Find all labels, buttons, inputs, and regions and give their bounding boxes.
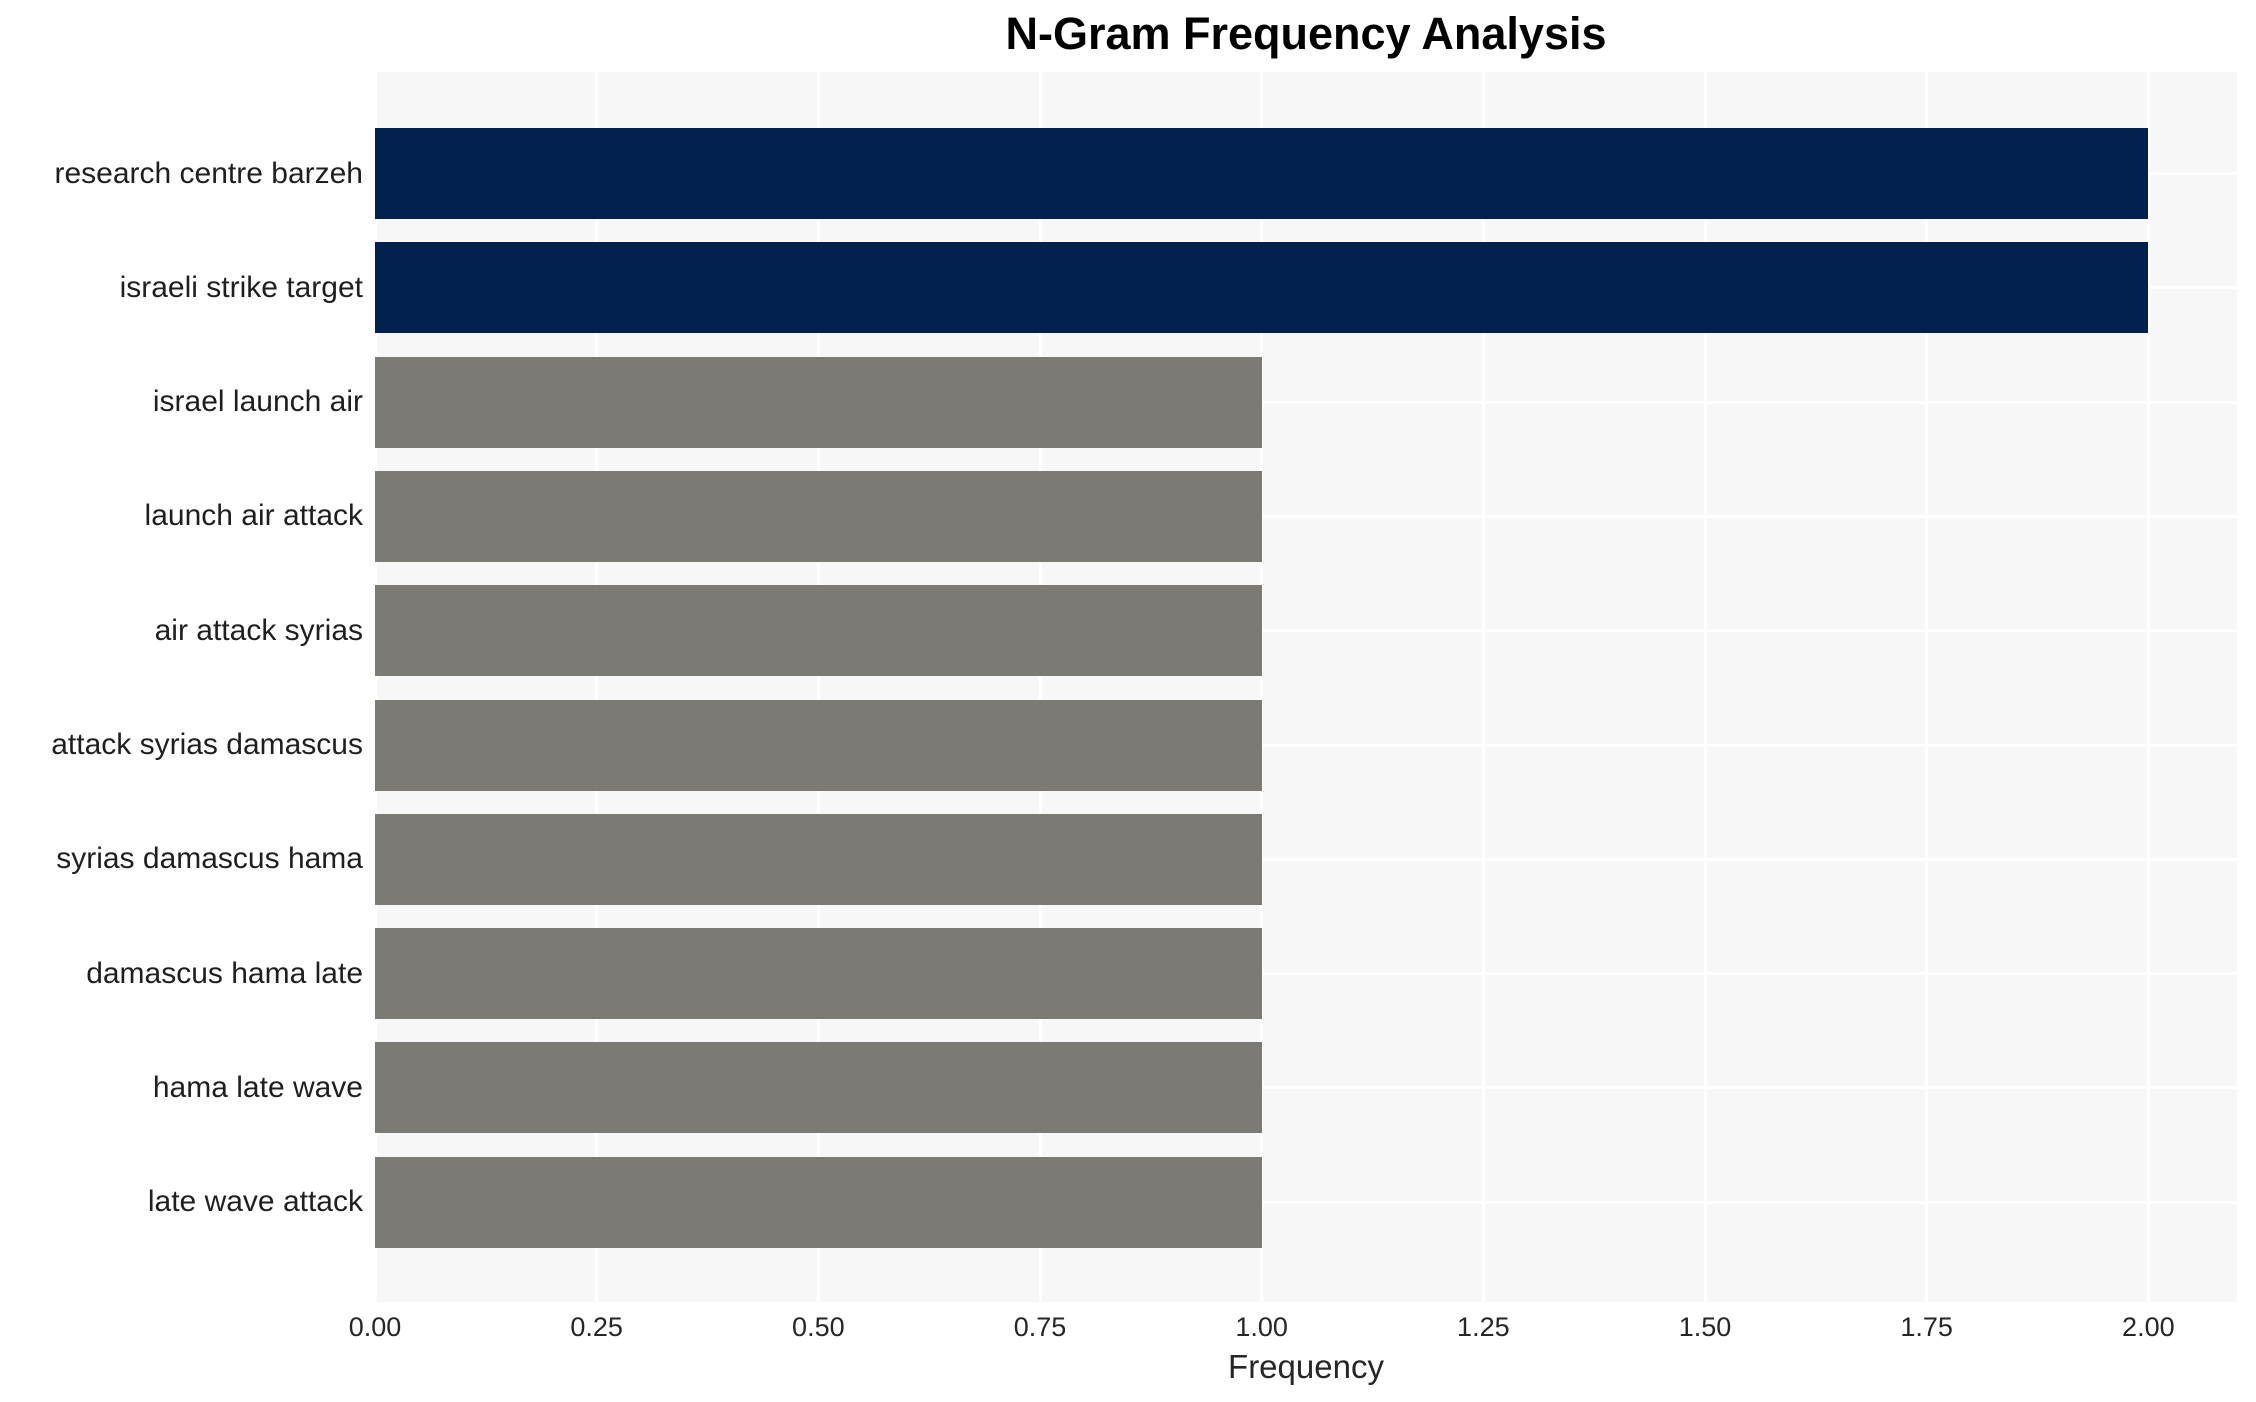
y-gridline: [375, 743, 2237, 747]
x-axis-label: Frequency: [1228, 1348, 1384, 1385]
bar-late-wave-attack: [375, 1156, 1262, 1248]
x-gridline: [373, 72, 377, 1302]
y-gridline: [375, 857, 2237, 861]
y-tick-label: damascus hama late: [86, 956, 363, 990]
y-tick-label: research centre barzeh: [54, 156, 364, 190]
bar-launch-air-attack: [375, 470, 1262, 562]
bar-syrias-damascus-hama: [375, 813, 1262, 905]
y-tick-label: late wave attack: [147, 1185, 363, 1219]
bar-hama-late-wave: [375, 1042, 1262, 1134]
y-tick-label: hama late wave: [152, 1070, 363, 1104]
bar-research-centre-barzeh: [375, 128, 2149, 219]
chart-title: N-Gram Frequency Analysis: [1005, 8, 1607, 59]
y-axis-labels: research centre barzeh israeli strike tar…: [0, 72, 363, 1302]
x-tick-label: 0.00: [348, 1312, 402, 1342]
bar-damascus-hama-late: [375, 928, 1262, 1020]
x-tick-label: 1.75: [1900, 1312, 1953, 1342]
bar-air-attack-syrias: [375, 585, 1262, 677]
x-gridline: [595, 72, 599, 1302]
bar-israeli-strike-target: [375, 242, 2149, 334]
x-tick-label: 1.50: [1678, 1312, 1732, 1342]
x-tick-label: 1.00: [1235, 1312, 1288, 1342]
y-tick-label: syrias damascus hama: [56, 842, 363, 876]
x-tick-label: 2.00: [2122, 1312, 2175, 1342]
y-tick-label: attack syrias damascus: [51, 728, 363, 761]
y-tick-label: air attack syrias: [154, 613, 363, 647]
bar-israel-launch-air: [375, 356, 1262, 448]
y-tick-label: israel launch air: [152, 385, 363, 419]
y-gridline: [375, 1200, 2237, 1204]
bar-attack-syrias-damascus: [375, 699, 1262, 791]
x-gridline: [2146, 72, 2150, 1302]
x-gridline: [1925, 72, 1929, 1302]
y-tick-label: israeli strike target: [119, 270, 363, 304]
y-gridline: [375, 629, 2237, 633]
plot-area: [373, 72, 2237, 1302]
y-gridline: [375, 514, 2237, 518]
x-gridline: [1703, 72, 1707, 1302]
x-gridline: [1481, 72, 1485, 1302]
x-gridline: [1260, 72, 1264, 1302]
x-tick-label: 0.50: [792, 1312, 845, 1342]
x-tick-label: 1.25: [1457, 1312, 1510, 1342]
y-gridline: [375, 972, 2237, 976]
x-gridline: [1038, 72, 1042, 1302]
x-gridline: [816, 72, 820, 1302]
y-tick-label: launch air attack: [144, 499, 363, 533]
x-tick-label: 0.75: [1013, 1312, 1067, 1342]
x-tick-label: 0.25: [570, 1312, 623, 1342]
y-gridline: [375, 1086, 2237, 1090]
y-gridline: [375, 400, 2237, 404]
